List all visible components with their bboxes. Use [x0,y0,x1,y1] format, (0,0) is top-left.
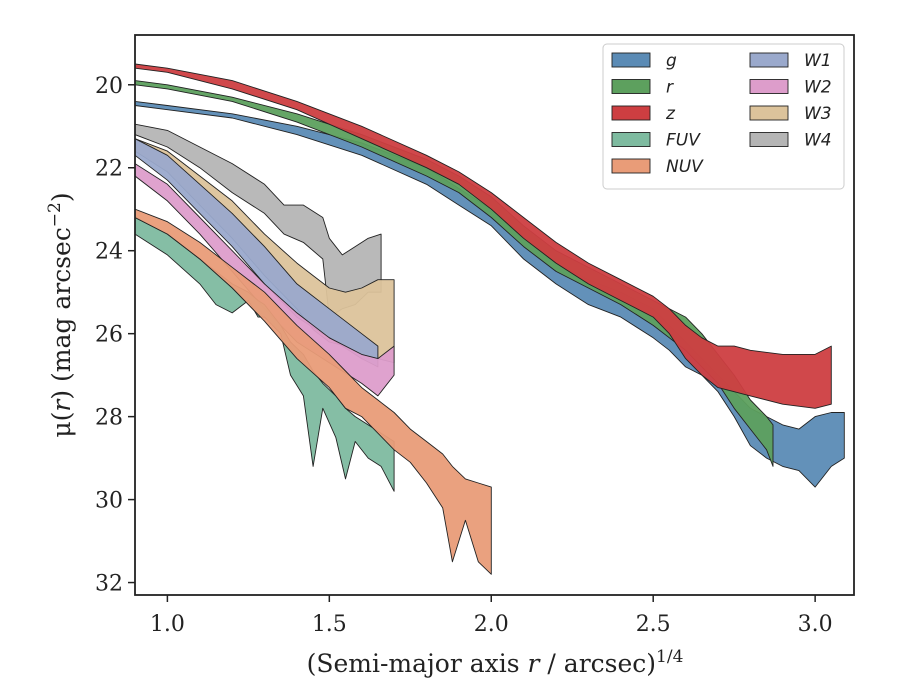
axes-frame [134,34,855,596]
y-tick-label: 32 [95,572,123,597]
y-axis-label-var: r [47,398,76,412]
y-tick-label: 20 [95,74,123,99]
band-nuv [135,208,492,575]
legend-label: W2 [804,78,832,98]
legend-swatch [611,158,651,174]
x-axis-label-exponent: 1/4 [656,647,683,667]
plot-area [135,63,845,575]
legend-swatch [611,105,651,121]
legend-swatch [749,52,789,68]
band-w2 [135,163,395,397]
legend-swatch [611,132,651,147]
legend-item-r: r [611,78,674,98]
x-axis-label-tail: / arcsec) [539,649,656,678]
legend-item-nuv: NUV [611,157,704,177]
x-tick-label: 2.0 [474,612,509,637]
x-axis-label-main: (Semi-major axis [307,649,528,678]
x-tick-label: 1.5 [312,612,347,637]
axis-ticks: 1.0 1.5 2.0 2.5 3.0 20 22 24 26 28 30 32 [95,74,833,637]
legend-swatch [749,105,789,121]
legend-item-w4: W4 [749,131,832,151]
legend-label: W3 [804,104,832,124]
y-axis-label-close: ) [47,192,76,202]
legend-item-w3: W3 [749,104,832,124]
legend-label: W4 [804,131,832,151]
legend-item-z: z [611,104,676,124]
legend-label: FUV [666,131,701,151]
x-tick-label: 1.0 [150,612,185,637]
band-z [135,63,832,409]
legend-swatch [611,79,651,94]
y-tick-label: 30 [95,489,123,514]
legend-label: r [666,78,674,98]
y-axis-label-mu: μ( [47,412,76,438]
y-axis-label-rest: ) (mag arcsec [47,227,76,400]
legend-item-g: g [611,51,677,71]
y-tick-label: 24 [95,240,123,265]
legend-item-w1: W1 [749,51,832,71]
legend-label: NUV [666,157,704,177]
y-tick-label: 26 [95,323,123,348]
y-axis-label: μ(r) (mag arcsec−2) [45,192,76,437]
legend-item-fuv: FUV [611,131,701,151]
legend: grz FUV NUV W1 W2 W3 W4 [602,43,845,190]
x-axis-label-var: r [528,649,542,678]
y-tick-label: 22 [95,157,123,182]
legend-swatch [749,132,789,147]
legend-label: W1 [804,51,832,71]
legend-swatch [611,52,651,68]
legend-item-w2: W2 [749,78,832,98]
y-tick-label: 28 [95,406,123,431]
legend-label: z [665,104,676,124]
x-tick-label: 3.0 [798,612,833,637]
legend-label: g [666,51,677,71]
x-tick-label: 2.5 [636,612,671,637]
y-axis-label-exponent: −2 [45,202,65,227]
legend-swatch [749,79,789,94]
x-axis-label: (Semi-major axis r / arcsec)1/4 [307,647,684,678]
